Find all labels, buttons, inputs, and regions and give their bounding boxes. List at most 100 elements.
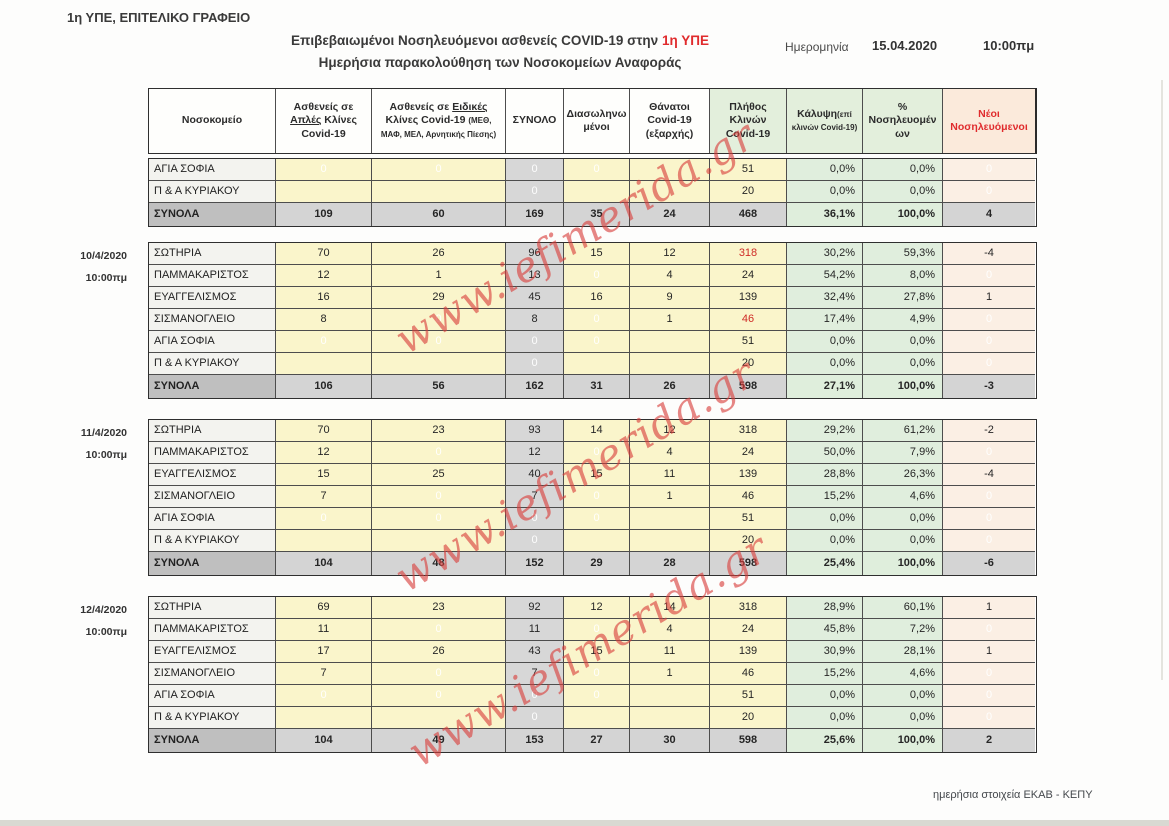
deaths — [630, 181, 710, 203]
covid-beds: 20 — [710, 353, 787, 375]
intubated: 0 — [564, 159, 630, 181]
total: 12 — [506, 442, 564, 464]
table-row: ΕΥΑΓΓΕΛΙΣΜΟΣ 15 25 40 15 11 139 28,8% 26,3% -4 — [149, 464, 1036, 486]
report-table: Νοσοκομείο Ασθενείς σε Απλές Κλίνες Covid… — [80, 88, 1037, 753]
hospital-name: ΣΙΣΜΑΝΟΓΛΕΙΟ — [149, 486, 276, 508]
simple-beds: 17 — [276, 641, 372, 663]
special-beds: 56 — [372, 375, 506, 398]
new-admissions: 0 — [943, 685, 1035, 707]
coverage: 0,0% — [787, 707, 863, 729]
special-beds: 0 — [372, 619, 506, 641]
table-row: ΕΥΑΓΓΕΛΙΣΜΟΣ 17 26 43 15 11 139 30,9% 28,1% 1 — [149, 641, 1036, 663]
table-row: ΕΥΑΓΓΕΛΙΣΜΟΣ 16 29 45 16 9 139 32,4% 27,8% 1 — [149, 287, 1036, 309]
intubated: 27 — [564, 729, 630, 752]
new-admissions: -2 — [943, 420, 1035, 442]
total: 0 — [506, 159, 564, 181]
pct-hospitalized: 0,0% — [863, 331, 943, 353]
col-header-subnote: (ΜΕΘ, ΜΑΦ, ΜΕΛ, Αρνητικής Πίεσης) — [380, 116, 497, 139]
pct-hospitalized: 61,2% — [863, 420, 943, 442]
special-beds — [372, 353, 506, 375]
special-beds: 0 — [372, 309, 506, 331]
total: 153 — [506, 729, 564, 752]
deaths: 11 — [630, 464, 710, 486]
hospital-name: ΠΑΜΜΑΚΑΡΙΣΤΟΣ — [149, 265, 276, 287]
coverage: 15,2% — [787, 486, 863, 508]
deaths: 9 — [630, 287, 710, 309]
hospital-name: Π & Α ΚΥΡΙΑΚΟΥ — [149, 530, 276, 552]
hospital-name: ΣΩΤΗΡΙΑ — [149, 243, 276, 265]
simple-beds: 106 — [276, 375, 372, 398]
special-beds: 26 — [372, 243, 506, 265]
simple-beds: 0 — [276, 685, 372, 707]
col-header-label: Θάνατοι Covid-19 (εξαρχής) — [645, 101, 694, 140]
pct-hospitalized: 7,9% — [863, 442, 943, 464]
covid-beds: 24 — [710, 442, 787, 464]
coverage: 32,4% — [787, 287, 863, 309]
new-admissions: -6 — [943, 552, 1035, 575]
simple-beds — [276, 353, 372, 375]
special-beds: 25 — [372, 464, 506, 486]
deaths: 12 — [630, 420, 710, 442]
col-header-subnote: (επί κλινών Covid-19) — [791, 109, 858, 132]
table-row: ΣΙΣΜΑΝΟΓΛΕΙΟ 8 0 8 0 1 46 17,4% 4,9% 0 — [149, 309, 1036, 331]
block-time-label: 10:00πμ — [85, 449, 127, 461]
col-header-label: Νέοι Νοσηλευόμενοι — [950, 107, 1028, 133]
table-row: ΠΑΜΜΑΚΑΡΙΣΤΟΣ 11 0 11 0 4 24 45,8% 7,2% 0 — [149, 619, 1036, 641]
hospital-name: ΣΩΤΗΡΙΑ — [149, 597, 276, 619]
simple-beds: 104 — [276, 729, 372, 752]
scan-edge-right — [1161, 80, 1163, 680]
coverage: 0,0% — [787, 331, 863, 353]
special-beds: 0 — [372, 159, 506, 181]
block-date-label: 11/4/2020 — [80, 427, 127, 439]
block-time-label: 10:00πμ — [85, 272, 127, 284]
covid-beds: 46 — [710, 309, 787, 331]
footer-source-note: ημερήσια στοιχεία ΕΚΑΒ - ΚΕΠΥ — [933, 789, 1093, 801]
hospital-name: ΑΓΙΑ ΣΟΦΙΑ — [149, 508, 276, 530]
total: 43 — [506, 641, 564, 663]
office-heading: 1η ΥΠΕ, ΕΠΙΤΕΛΙΚΟ ΓΡΑΦΕΙΟ — [67, 10, 251, 25]
pct-hospitalized: 4,6% — [863, 486, 943, 508]
new-admissions: 0 — [943, 530, 1035, 552]
total: 0 — [506, 530, 564, 552]
covid-beds: 20 — [710, 707, 787, 729]
pct-hospitalized: 100,0% — [863, 203, 943, 226]
total: 45 — [506, 287, 564, 309]
simple-beds — [276, 181, 372, 203]
total: 11 — [506, 619, 564, 641]
intubated: 15 — [564, 464, 630, 486]
hospital-name: ΕΥΑΓΓΕΛΙΣΜΟΣ — [149, 464, 276, 486]
pct-hospitalized: 100,0% — [863, 375, 943, 398]
pct-hospitalized: 28,1% — [863, 641, 943, 663]
totals-row: ΣΥΝΟΛΑ 106 56 162 31 26 598 27,1% 100,0% -3 — [149, 375, 1036, 398]
col-header-total: ΣΥΝΟΛΟ — [506, 89, 564, 153]
daily-block: 11/4/2020 10:00πμ ΣΩΤΗΡΙΑ 70 23 93 14 12 318 29,2… — [81, 419, 1037, 576]
new-admissions: 4 — [943, 203, 1035, 226]
coverage: 0,0% — [787, 685, 863, 707]
block-date-label: 10/4/2020 — [80, 250, 127, 262]
total: 0 — [506, 353, 564, 375]
coverage: 45,8% — [787, 619, 863, 641]
special-beds: 26 — [372, 641, 506, 663]
deaths: 14 — [630, 597, 710, 619]
covid-beds: 24 — [710, 619, 787, 641]
col-header-label: % Νοσηλευομένων — [868, 101, 937, 140]
intubated — [564, 707, 630, 729]
covid-beds: 46 — [710, 663, 787, 685]
daily-block: 10/4/2020 10:00πμ ΣΩΤΗΡΙΑ 70 26 96 15 12 318 30,2… — [80, 242, 1037, 399]
scan-edge-bottom — [0, 820, 1169, 826]
deaths: 26 — [630, 375, 710, 398]
pct-hospitalized: 59,3% — [863, 243, 943, 265]
special-beds — [372, 707, 506, 729]
hospital-name: ΣΙΣΜΑΝΟΓΛΕΙΟ — [149, 663, 276, 685]
totals-label: ΣΥΝΟΛΑ — [149, 729, 276, 752]
deaths — [630, 508, 710, 530]
intubated: 35 — [564, 203, 630, 226]
intubated: 0 — [564, 331, 630, 353]
table-row: ΑΓΙΑ ΣΟΦΙΑ 0 0 0 0 51 0,0% 0,0% 0 — [149, 508, 1036, 530]
table-row: ΑΓΙΑ ΣΟΦΙΑ 0 0 0 0 51 0,0% 0,0% 0 — [149, 685, 1036, 707]
coverage: 25,4% — [787, 552, 863, 575]
total: 40 — [506, 464, 564, 486]
deaths: 12 — [630, 243, 710, 265]
deaths: 1 — [630, 309, 710, 331]
coverage: 29,2% — [787, 420, 863, 442]
